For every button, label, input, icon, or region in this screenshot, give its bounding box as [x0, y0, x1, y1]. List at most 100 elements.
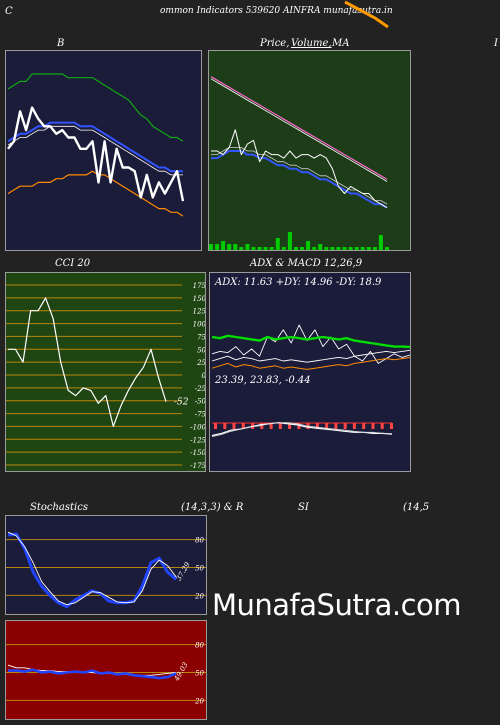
price-title-a: Price, [260, 38, 290, 49]
cci-tick-label: 0 [202, 372, 206, 380]
cci-title: CCI 20 [55, 258, 91, 269]
macd-histogram-bar [380, 423, 384, 429]
volume-bar [245, 244, 250, 250]
adx-readout: ADX: 11.63 +DY: 14.96 -DY: 18.9 [215, 277, 382, 288]
price-panel [208, 50, 411, 251]
cci-tick-label: -100 [190, 423, 206, 431]
price-close-line [211, 129, 388, 209]
header-orange-trend [344, 0, 389, 29]
cci-tick-label: 175 [193, 282, 206, 290]
macd-histogram-bar [260, 423, 264, 429]
cci-tick-label: 125 [193, 308, 206, 316]
rsi-chart: 80 50 20 49.03 [6, 642, 206, 705]
cci-panel: 175 150 125 100 75 50 25 0 -25 -50 -75 -100 -125 -150… [5, 272, 206, 472]
volume-bar [324, 247, 329, 250]
volume-bar [372, 247, 377, 250]
stochastics-title-left: Stochastics [30, 502, 88, 513]
stochastics-chart: 80 50 20 37.29 [6, 531, 206, 609]
price-ma-white-line [210, 78, 388, 182]
macd-histogram-bar [214, 423, 217, 429]
cci-tick-label: -75 [195, 411, 206, 419]
macd-histogram-bar [371, 423, 375, 429]
macd-histogram-bar [288, 423, 292, 429]
bollinger-panel [5, 50, 202, 251]
header-left-letter: C [5, 6, 13, 17]
adx-line [211, 334, 410, 349]
bollinger-ma-line [7, 121, 183, 173]
volume-bar [306, 241, 311, 250]
macd-histogram-bar [315, 423, 319, 429]
rsi-tick-label: 50 [195, 670, 204, 678]
volume-bar [342, 247, 347, 250]
rsi-panel: 80 50 20 49.03 [5, 620, 207, 720]
adx-plus-dy-line [211, 324, 410, 364]
volume-bar [281, 247, 286, 250]
volume-bar [269, 247, 274, 250]
volume-bar [312, 247, 317, 250]
price-title-b: Volume, [291, 38, 332, 49]
watermark: MunafaSutra.com [212, 588, 462, 622]
volume-bar [275, 238, 280, 250]
volume-bar [221, 241, 226, 250]
volume-bar [330, 247, 335, 250]
volume-bar [318, 244, 323, 250]
macd-histogram-bar [232, 423, 236, 429]
volume-bar [336, 247, 341, 250]
bollinger-price-line [7, 106, 185, 202]
adx-orange-line [211, 357, 410, 370]
stoch-k-line [7, 532, 177, 609]
volume-bar [294, 247, 298, 250]
volume-bar [366, 247, 371, 250]
macd-histogram-bar [278, 423, 282, 429]
volume-bar [378, 235, 383, 250]
stochastics-title-mid: (14,3,3) & R [181, 502, 244, 513]
cci-tick-label: -150 [190, 449, 206, 457]
cci-chart: 175 150 125 100 75 50 25 0 -25 -50 -75 -100 -125 -150… [6, 282, 206, 470]
rsi-tick-label: 20 [194, 697, 204, 705]
volume-bar [300, 247, 304, 250]
stoch-d-line [7, 531, 177, 606]
bollinger-mid-band [7, 125, 183, 176]
adx-macd-chart [211, 324, 410, 437]
cci-tick-label: -175 [190, 462, 206, 470]
header-title: ommon Indicators 539620 AINFRA munafasut… [160, 6, 393, 16]
volume-bar [360, 247, 365, 250]
cci-tick-label: -50 [195, 398, 206, 406]
macd-histogram-bar [352, 423, 356, 429]
cci-tick-label: 75 [197, 333, 206, 341]
macd-histogram-bar [269, 423, 273, 429]
volume-bar [257, 247, 262, 250]
stochastics-panel: 80 50 20 37.29 [5, 515, 207, 615]
rsi-title-left: SI [298, 502, 309, 513]
price-cut-letter: I [494, 38, 498, 49]
volume-bar [348, 247, 353, 250]
macd-readout: 23.39, 23.83, -0.44 [215, 375, 311, 386]
cci-readout: -52 [174, 398, 189, 408]
price-title-c: MA [332, 38, 350, 49]
macd-histogram-bar [223, 423, 227, 429]
macd-histogram-bar [241, 423, 245, 429]
cci-tick-label: -125 [190, 436, 206, 444]
macd-histogram-bar [334, 423, 338, 429]
adx-minus-dy-line [211, 349, 410, 363]
volume-bar [251, 247, 256, 250]
bollinger-lower-band [7, 170, 184, 217]
volume-bar [209, 244, 213, 250]
macd-histogram-bar [297, 423, 301, 429]
cci-tick-label: 100 [193, 321, 206, 329]
rsi-line [8, 668, 177, 680]
macd-signal-line [211, 422, 393, 437]
volume-bar [239, 247, 244, 250]
bollinger-upper-band [7, 73, 184, 142]
cci-tick-label: -25 [195, 385, 206, 393]
cci-tick-label: 25 [196, 359, 206, 367]
price-chart [209, 76, 389, 250]
stoch-tick-label: 20 [194, 592, 204, 600]
macd-histogram-bar [362, 423, 366, 429]
volume-bar [215, 244, 220, 250]
cci-line [8, 297, 167, 427]
volume-bar [385, 247, 389, 250]
adx-macd-panel: ADX: 11.63 +DY: 14.96 -DY: 18.9 23.39, 2… [209, 272, 411, 472]
stoch-tick-label: 80 [195, 537, 204, 545]
volume-bar [287, 232, 292, 250]
